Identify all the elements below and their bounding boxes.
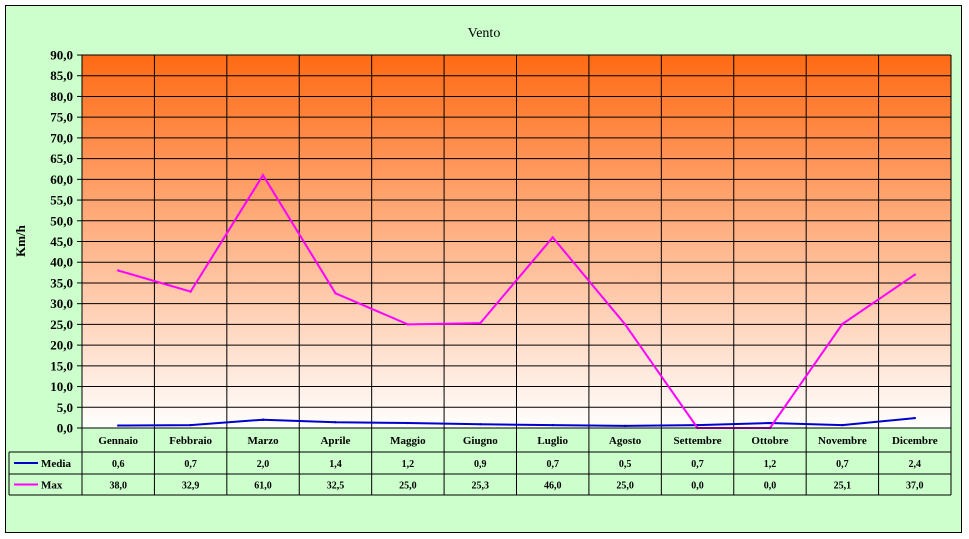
data-label-media: 2,4 [909, 459, 922, 470]
data-label-media: 0,9 [474, 459, 487, 470]
y-tick-label: 0,0 [57, 421, 73, 436]
data-label-max: 25,0 [399, 481, 417, 492]
x-category-label: Settembre [674, 435, 722, 447]
data-label-media: 0,7 [546, 459, 559, 470]
data-point-max [189, 290, 192, 293]
data-point-max [479, 321, 482, 325]
data-point-max [261, 173, 265, 177]
data-label-media: 0,5 [619, 459, 632, 470]
data-point-max [551, 236, 554, 239]
data-label-media: 0,7 [184, 459, 197, 470]
data-label-media: 2,0 [257, 459, 270, 470]
data-point-media [406, 421, 410, 425]
data-label-max: 32,9 [182, 481, 200, 492]
y-tick-label: 30,0 [50, 296, 73, 311]
data-point-media [841, 423, 844, 427]
data-label-max: 0,0 [764, 481, 777, 492]
x-category-label: Dicembre [892, 435, 938, 447]
y-tick-label: 40,0 [50, 255, 73, 270]
data-point-max [841, 322, 844, 326]
y-tick-label: 85,0 [50, 68, 73, 83]
data-label-max: 46,0 [544, 481, 562, 492]
x-category-label: Febbraio [169, 435, 212, 447]
data-point-max [334, 292, 337, 295]
y-tick-label: 70,0 [50, 130, 73, 145]
legend-label-max: Max [41, 480, 63, 492]
y-tick-label: 50,0 [50, 213, 73, 228]
x-category-label: Marzo [247, 435, 279, 447]
x-category-label: Novembre [818, 435, 867, 447]
data-point-max [623, 323, 627, 326]
data-point-media [913, 416, 916, 420]
y-tick-label: 80,0 [50, 89, 73, 104]
data-label-max: 38,0 [109, 481, 127, 492]
x-category-label: Agosto [609, 435, 642, 447]
y-tick-label: 15,0 [50, 358, 73, 373]
series-line-max [117, 173, 916, 429]
x-category-label: Luglio [537, 435, 568, 447]
data-point-media [479, 423, 482, 426]
data-label-media: 0,6 [112, 459, 125, 470]
y-tick-label: 45,0 [50, 234, 73, 249]
data-label-max: 37,0 [906, 481, 924, 492]
data-label-max: 25,3 [472, 481, 490, 492]
y-tick-label: 20,0 [50, 338, 73, 353]
series-line-media [118, 417, 915, 427]
x-category-label: Ottobre [751, 435, 788, 447]
y-tick-label: 55,0 [50, 193, 73, 208]
x-category-label: Maggio [390, 435, 426, 447]
data-point-max [913, 273, 916, 276]
y-axis-label: Km/h [13, 224, 28, 257]
y-tick-label: 60,0 [50, 172, 73, 187]
data-label-max: 61,0 [254, 481, 272, 492]
data-label-max: 25,0 [616, 481, 634, 492]
y-tick-label: 10,0 [50, 379, 73, 394]
data-label-media: 0,7 [691, 459, 704, 470]
data-point-media [768, 421, 772, 425]
y-tick-label: 25,0 [50, 317, 73, 332]
plot-area: 0,0 5,0 10,0 15,0 20,0 25,0 30,0 35,0 40,0 45,0 50… [50, 48, 952, 436]
y-tick-label: 35,0 [50, 275, 73, 290]
data-label-media: 1,2 [402, 459, 415, 470]
data-point-media [117, 424, 120, 427]
x-category-label: Aprile [320, 435, 350, 447]
data-point-media [551, 423, 554, 427]
x-category-label: Giugno [463, 435, 498, 447]
data-point-media [189, 423, 192, 427]
y-tick-label: 5,0 [57, 400, 73, 415]
chart-title: Vento [468, 26, 501, 41]
data-label-max: 25,1 [834, 481, 852, 492]
data-point-media [261, 418, 265, 421]
data-label-media: 0,7 [836, 459, 849, 470]
data-label-media: 1,4 [329, 459, 342, 470]
data-point-media [623, 424, 627, 428]
x-category-label: Gennaio [98, 435, 138, 447]
data-label-media: 1,2 [764, 459, 777, 470]
data-table: Gennaio Febbraio Marzo Aprile Maggio Giugno Lu… [8, 427, 952, 496]
legend-label-media: Media [41, 458, 71, 470]
data-label-max: 0,0 [691, 481, 704, 492]
data-point-media [334, 420, 337, 424]
y-tick-label: 90,0 [50, 48, 73, 63]
y-tick-label: 65,0 [50, 151, 73, 166]
data-label-max: 32,5 [327, 481, 345, 492]
data-point-max [406, 323, 410, 326]
y-tick-label: 75,0 [50, 110, 73, 125]
data-point-max [117, 269, 120, 272]
